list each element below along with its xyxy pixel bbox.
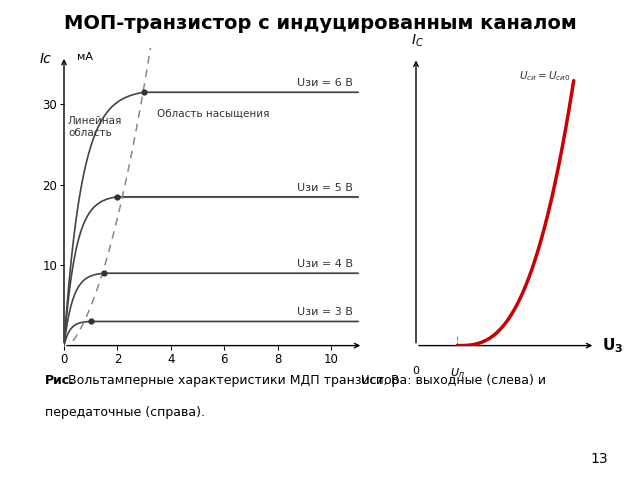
Text: Uзи = 4 В: Uзи = 4 В xyxy=(296,259,353,269)
Text: Область насыщения: Область насыщения xyxy=(157,108,270,119)
Text: Uзи = 3 В: Uзи = 3 В xyxy=(296,308,353,317)
Text: Uзи = 6 В: Uзи = 6 В xyxy=(296,78,353,88)
Text: $U_{си}=U_{си0}$: $U_{си}=U_{си0}$ xyxy=(519,69,571,83)
Text: Рис.: Рис. xyxy=(45,374,75,387)
Text: $U_п$: $U_п$ xyxy=(450,366,465,380)
Text: Iс: Iс xyxy=(40,52,51,66)
Text: $I_С$: $I_С$ xyxy=(411,33,424,49)
Text: 13: 13 xyxy=(590,452,608,466)
Text: Uси, В: Uси, В xyxy=(360,374,399,387)
Text: Линейная
область: Линейная область xyxy=(68,116,122,138)
Text: передаточные (справа).: передаточные (справа). xyxy=(45,406,205,419)
Text: Uзи = 5 В: Uзи = 5 В xyxy=(296,183,353,193)
Text: 0: 0 xyxy=(413,366,419,376)
Text: $\mathbf{U_З}$: $\mathbf{U_З}$ xyxy=(602,336,623,355)
Text: мА: мА xyxy=(77,52,93,62)
Text: Вольтамперные характеристики МДП транзистора: выходные (слева) и: Вольтамперные характеристики МДП транзис… xyxy=(64,374,546,387)
Text: МОП-транзистор с индуцированным каналом: МОП-транзистор с индуцированным каналом xyxy=(63,14,577,34)
